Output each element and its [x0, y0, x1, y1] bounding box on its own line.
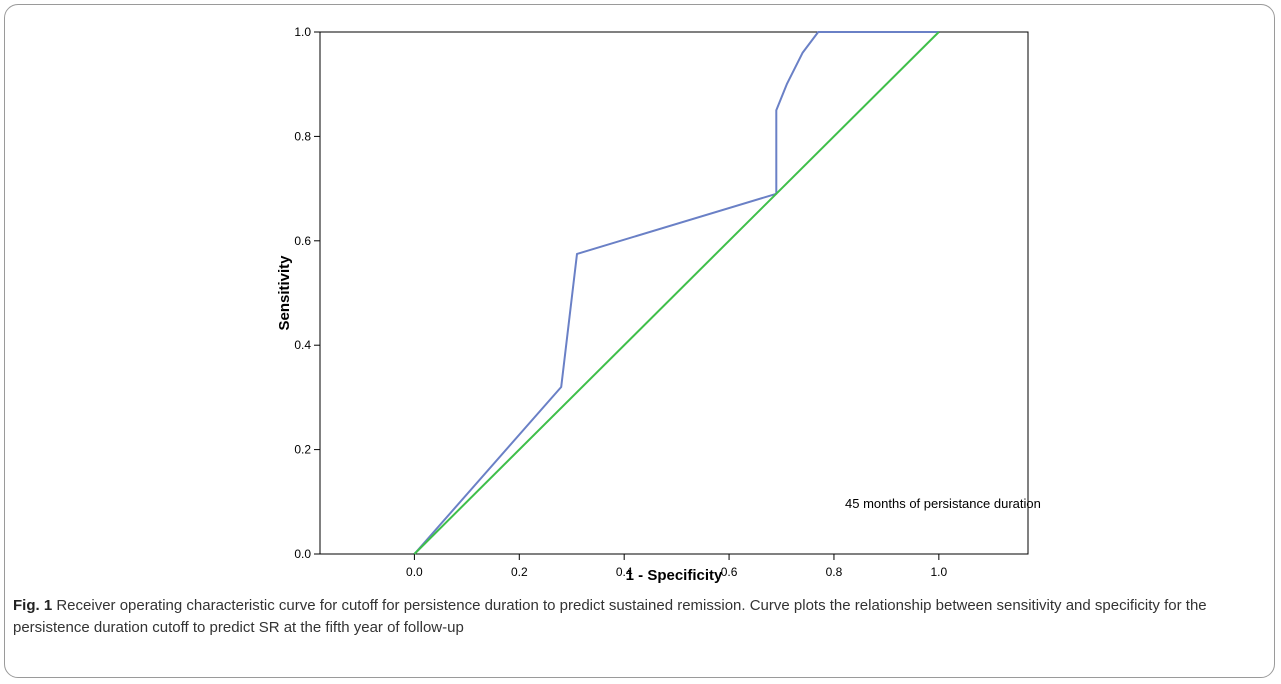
figure-label: Fig. 1: [13, 597, 53, 614]
y-tick-label: 0.2: [294, 443, 311, 457]
x-axis-label: 1 - Specificity: [626, 567, 723, 584]
chart-annotation: 45 months of persistance duration: [845, 496, 1041, 511]
roc-curve-line: [413, 31, 939, 555]
x-tick-label: 0.2: [511, 565, 528, 579]
x-tick-label: 0.8: [826, 565, 843, 579]
y-tick-label: 0.0: [294, 547, 311, 561]
caption-text: Receiver operating characteristic curve …: [13, 597, 1207, 636]
x-axis-ticks: 0.0 0.2 0.4 0.6 0.8 1.0: [406, 554, 948, 579]
y-tick-label: 0.6: [294, 234, 311, 248]
roc-chart: 0.0 0.2 0.4 0.6 0.8 1.0 0.0 0.2 0.4 0.6 0.8 1.0 1 …: [276, 25, 1041, 584]
y-axis-label: Sensitivity: [276, 255, 293, 331]
x-tick-label: 0.4: [616, 565, 633, 579]
plot-area-border: [319, 31, 1029, 555]
series-layer: [413, 31, 940, 555]
y-tick-label: 1.0: [294, 25, 311, 39]
y-tick-label: 0.4: [294, 338, 311, 352]
x-tick-label: 1.0: [931, 565, 948, 579]
y-axis-ticks: 0.0 0.2 0.4 0.6 0.8 1.0: [294, 25, 320, 561]
reference-diagonal-line: [413, 31, 940, 555]
figure-frame: [4, 4, 1275, 678]
figure-caption: Fig. 1 Receiver operating characteristic…: [13, 595, 1263, 639]
x-tick-label: 0.0: [406, 565, 423, 579]
x-tick-label: 0.6: [721, 565, 738, 579]
y-tick-label: 0.8: [294, 129, 311, 143]
